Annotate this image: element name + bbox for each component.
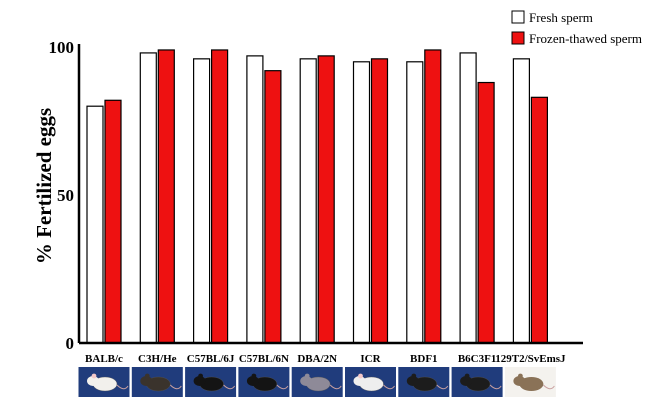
mouse-tail (489, 384, 502, 390)
y-tick-label: 0 (66, 334, 75, 353)
mouse-head (140, 376, 153, 386)
y-tick-label: 50 (57, 186, 74, 205)
bar-fresh (86, 105, 104, 344)
bar-frozen (530, 96, 549, 344)
mouse-head (246, 376, 259, 386)
mouse-head (406, 376, 419, 386)
y-ticks-group: 0 50 100 (49, 38, 75, 353)
bar-fresh (246, 55, 264, 344)
mouse-head (513, 376, 526, 386)
category-image (345, 367, 396, 397)
bar-fresh (459, 52, 477, 344)
bar-frozen (317, 55, 335, 344)
bar-fresh (299, 58, 317, 344)
mouse-head (460, 376, 473, 386)
mouse-head (300, 376, 313, 386)
category-image (291, 367, 343, 397)
category-image (398, 367, 450, 397)
mouse-tail (276, 384, 289, 390)
category-label: 129T2/SvEmsJ (495, 353, 566, 365)
category-label: ICR (360, 353, 381, 365)
category-image (504, 367, 556, 397)
category-label: C57BL/6N (239, 353, 289, 365)
category-label: BALB/c (85, 353, 123, 365)
legend-swatch-fresh (511, 10, 525, 24)
mouse-tail (223, 384, 236, 390)
category-label: DBA/2N (297, 353, 337, 365)
bar-frozen (370, 58, 389, 344)
category-image (451, 367, 503, 397)
mouse-ear (518, 373, 523, 379)
mouse-head (87, 376, 99, 386)
mouse-head (353, 376, 366, 386)
bar-fresh (139, 52, 157, 344)
mouse-ear (144, 373, 150, 379)
bar-frozen (264, 70, 282, 344)
bar-fresh (512, 58, 531, 344)
mouse-ear (411, 373, 417, 379)
mouse-ear (198, 373, 204, 379)
mouse-tail (116, 384, 129, 390)
legend-label: Frozen-thawed sperm (529, 31, 642, 46)
mouse-tail (329, 384, 342, 390)
category-image (131, 367, 183, 397)
bar-fresh (406, 61, 424, 344)
mouse-tail (543, 384, 555, 390)
bar-frozen (104, 99, 122, 344)
category-image (238, 367, 290, 397)
bar-frozen (477, 81, 495, 344)
bar-frozen (211, 49, 229, 344)
y-tick-label: 100 (49, 38, 75, 57)
mouse-tail (436, 384, 449, 390)
legend-label: Fresh sperm (529, 10, 593, 25)
category-image (78, 367, 130, 397)
category-label: BDF1 (410, 353, 438, 365)
mouse-tail (383, 384, 395, 390)
bar-fresh (352, 61, 371, 344)
legend: Fresh sperm Frozen-thawed sperm (511, 10, 642, 46)
bars-group (86, 49, 549, 344)
mouse-tail (169, 384, 182, 390)
mouse-ear (464, 373, 470, 379)
mouse-ear (358, 373, 363, 379)
legend-swatch-frozen (511, 31, 525, 45)
mouse-ear (304, 373, 310, 379)
bar-frozen (157, 49, 175, 344)
category-image (185, 367, 237, 397)
category-label: B6C3F1 (458, 353, 497, 365)
mouse-ear (251, 373, 257, 379)
category-labels-group: BALB/c C3H/He C57BL/6J C57BL/6N DBA/2N ICR BDF… (85, 353, 566, 365)
category-images-group (78, 367, 556, 397)
y-axis-label: % Fertilized eggs (32, 108, 56, 264)
category-label: C57BL/6J (187, 353, 235, 365)
mouse-body (519, 377, 544, 391)
bar-fresh (193, 58, 211, 344)
category-label: C3H/He (138, 353, 177, 365)
mouse-head (193, 376, 206, 386)
bar-frozen (424, 49, 442, 344)
axes-group (77, 44, 583, 345)
mouse-ear (91, 373, 97, 379)
